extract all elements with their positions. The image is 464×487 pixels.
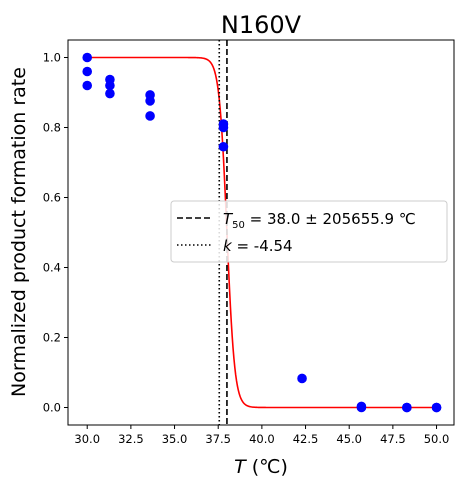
y-tick-label: 1.0 [43, 51, 61, 65]
y-tick-label: 0.4 [43, 261, 61, 275]
y-tick-label: 0.0 [43, 401, 61, 415]
legend-box [170, 200, 448, 263]
x-tick-label: 47.5 [380, 432, 406, 446]
data-point [218, 122, 229, 133]
x-tick-label: 32.5 [118, 432, 144, 446]
y-tick-label: 0.2 [43, 331, 61, 345]
data-point [297, 373, 307, 384]
data-point [105, 88, 115, 99]
x-tick-label: 30.0 [74, 432, 100, 446]
x-tick-label: 42.5 [293, 432, 319, 446]
x-tick-label: 45.0 [336, 432, 362, 446]
legend-entry-t50: T50 = 38.0 ± 205655.9 ℃ [223, 210, 416, 231]
y-tick-label: 0.6 [43, 191, 61, 205]
x-tick-label: 37.5 [205, 432, 231, 446]
chart-title: N160V [221, 11, 302, 39]
x-tick-label: 40.0 [249, 432, 275, 446]
data-point [431, 402, 442, 413]
data-point [218, 141, 229, 152]
data-point [356, 402, 367, 413]
legend-entry-k: k = -4.54 [223, 237, 293, 255]
plot-frame [67, 39, 455, 426]
data-point [82, 52, 93, 63]
data-point [402, 402, 412, 413]
data-point [82, 66, 93, 77]
y-axis-ticks: 0.0 0.2 0.4 0.6 0.8 1.0 [43, 51, 68, 415]
y-tick-label: 0.8 [43, 121, 61, 135]
fit-curve [87, 56, 437, 409]
x-axis-ticks: 30.0 32.5 35.0 37.5 40.0 42.5 45.0 47.5 50.0 [74, 425, 449, 446]
x-axis-label: T (℃) [234, 456, 288, 478]
data-point [82, 80, 93, 91]
x-tick-label: 50.0 [424, 432, 450, 446]
y-axis-label: Normalized product formation rate [8, 67, 30, 397]
data-point [105, 80, 115, 91]
data-point [145, 96, 155, 106]
x-tick-label: 35.0 [162, 432, 188, 446]
plot-area [82, 40, 442, 425]
legend: T50 = 38.0 ± 205655.9 ℃ k = -4.54 [170, 200, 448, 263]
data-point [145, 111, 155, 121]
